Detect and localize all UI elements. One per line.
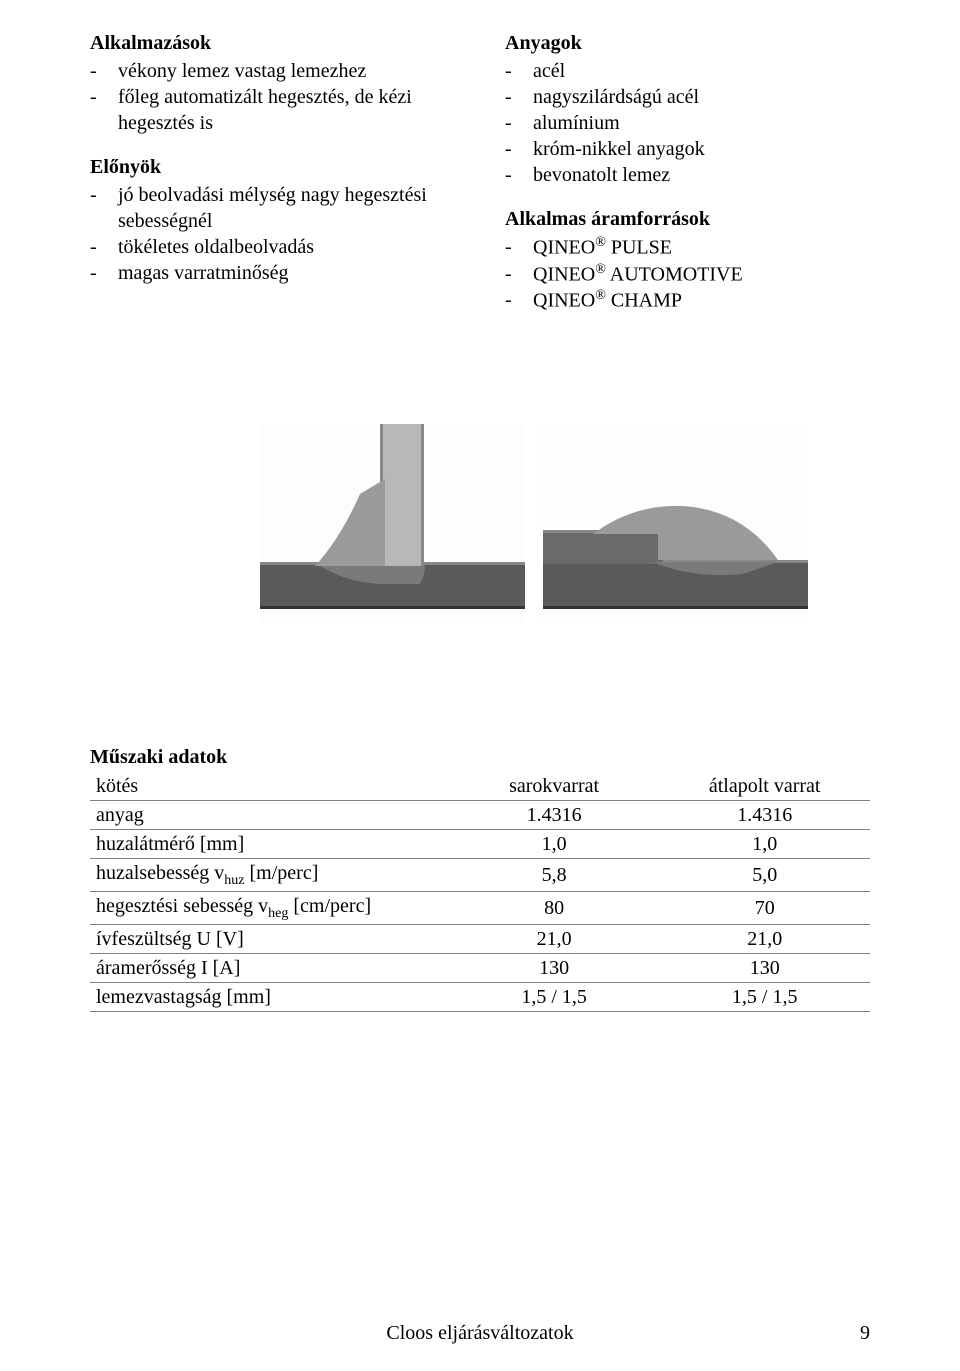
row-label: áramerősség I [A] bbox=[90, 954, 449, 983]
row-value-1: 130 bbox=[449, 954, 660, 983]
row-label: anyag bbox=[90, 800, 449, 829]
row-value-2: 1,0 bbox=[659, 829, 870, 858]
list-item: -acél bbox=[505, 58, 870, 84]
row-label: ívfeszültség U [V] bbox=[90, 925, 449, 954]
row-value-2: 5,0 bbox=[659, 858, 870, 891]
row-value-1: 80 bbox=[449, 892, 660, 925]
materials-title: Anyagok bbox=[505, 30, 870, 56]
list-item: -nagyszilárdságú acél bbox=[505, 84, 870, 110]
list-item: -bevonatolt lemez bbox=[505, 162, 870, 188]
applications-list: -vékony lemez vastag lemezhez -főleg aut… bbox=[90, 58, 455, 136]
tech-data-table: kötéssarokvarratátlapolt varratanyag1.43… bbox=[90, 772, 870, 1012]
row-label: kötés bbox=[90, 772, 449, 801]
row-value-1: 5,8 bbox=[449, 858, 660, 891]
row-value-1: 1,5 / 1,5 bbox=[449, 983, 660, 1012]
list-item: -jó beolvadási mélység nagy hegesztési s… bbox=[90, 182, 455, 234]
right-column: Anyagok -acél -nagyszilárdságú acél -alu… bbox=[505, 30, 870, 314]
list-item: -magas varratminőség bbox=[90, 260, 455, 286]
list-item: -tökéletes oldalbeolvadás bbox=[90, 234, 455, 260]
table-row: ívfeszültség U [V]21,021,0 bbox=[90, 925, 870, 954]
list-item: -QINEO® PULSE bbox=[505, 234, 870, 261]
weld-cross-section-fillet bbox=[260, 424, 525, 624]
row-value-1: sarokvarrat bbox=[449, 772, 660, 801]
materials-list: -acél -nagyszilárdságú acél -alumínium -… bbox=[505, 58, 870, 188]
page-footer: Cloos eljárásváltozatok 9 bbox=[0, 1320, 960, 1346]
row-value-2: átlapolt varrat bbox=[659, 772, 870, 801]
row-label: lemezvastagság [mm] bbox=[90, 983, 449, 1012]
table-row: anyag1.43161.4316 bbox=[90, 800, 870, 829]
sources-list: -QINEO® PULSE -QINEO® AUTOMOTIVE -QINEO®… bbox=[505, 234, 870, 314]
list-item: -vékony lemez vastag lemezhez bbox=[90, 58, 455, 84]
sources-title: Alkalmas áramforrások bbox=[505, 206, 870, 232]
list-item: -QINEO® AUTOMOTIVE bbox=[505, 261, 870, 288]
page-number: 9 bbox=[860, 1320, 870, 1346]
table-row: kötéssarokvarratátlapolt varrat bbox=[90, 772, 870, 801]
row-value-1: 1,0 bbox=[449, 829, 660, 858]
table-row: lemezvastagság [mm]1,5 / 1,51,5 / 1,5 bbox=[90, 983, 870, 1012]
row-value-2: 1.4316 bbox=[659, 800, 870, 829]
top-columns: Alkalmazások -vékony lemez vastag lemezh… bbox=[90, 30, 870, 314]
footer-text: Cloos eljárásváltozatok bbox=[386, 1322, 573, 1344]
advantages-list: -jó beolvadási mélység nagy hegesztési s… bbox=[90, 182, 455, 286]
row-value-2: 70 bbox=[659, 892, 870, 925]
tech-data-title: Műszaki adatok bbox=[90, 744, 870, 770]
left-column: Alkalmazások -vékony lemez vastag lemezh… bbox=[90, 30, 455, 314]
table-row: huzalsebesség vhuz [m/perc]5,85,0 bbox=[90, 858, 870, 891]
row-value-1: 1.4316 bbox=[449, 800, 660, 829]
row-value-2: 1,5 / 1,5 bbox=[659, 983, 870, 1012]
weld-cross-section-lap bbox=[543, 424, 808, 624]
row-label: huzalátmérő [mm] bbox=[90, 829, 449, 858]
row-value-2: 21,0 bbox=[659, 925, 870, 954]
table-row: áramerősség I [A]130130 bbox=[90, 954, 870, 983]
weld-images-row bbox=[260, 424, 870, 624]
table-row: hegesztési sebesség vheg [cm/perc]8070 bbox=[90, 892, 870, 925]
row-value-2: 130 bbox=[659, 954, 870, 983]
applications-title: Alkalmazások bbox=[90, 30, 455, 56]
row-value-1: 21,0 bbox=[449, 925, 660, 954]
table-row: huzalátmérő [mm]1,01,0 bbox=[90, 829, 870, 858]
list-item: -alumínium bbox=[505, 110, 870, 136]
list-item: -QINEO® CHAMP bbox=[505, 287, 870, 314]
advantages-title: Előnyök bbox=[90, 154, 455, 180]
list-item: -króm-nikkel anyagok bbox=[505, 136, 870, 162]
list-item: -főleg automatizált hegesztés, de kézi h… bbox=[90, 84, 455, 136]
tech-data-section: Műszaki adatok kötéssarokvarratátlapolt … bbox=[90, 744, 870, 1012]
row-label: hegesztési sebesség vheg [cm/perc] bbox=[90, 892, 449, 925]
row-label: huzalsebesség vhuz [m/perc] bbox=[90, 858, 449, 891]
